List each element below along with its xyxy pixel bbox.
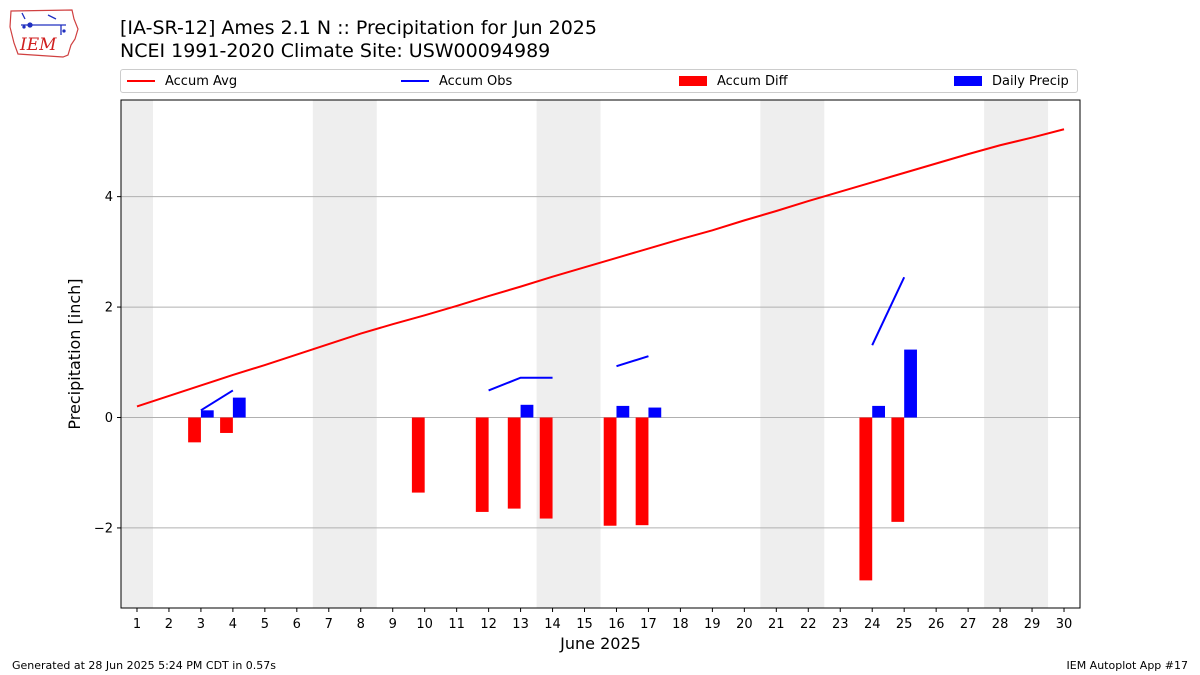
y-tick-label: 0 <box>105 411 113 426</box>
chart-subtitle: NCEI 1991-2020 Climate Site: USW00094989 <box>120 40 551 62</box>
x-tick-label: 11 <box>448 617 465 632</box>
x-tick-label: 15 <box>576 617 593 632</box>
x-tick-label: 9 <box>389 617 397 632</box>
daily-precip-bar-13 <box>520 404 534 418</box>
weekend-shading <box>121 100 1049 608</box>
daily-precip-bar-17 <box>648 407 662 418</box>
accum-obs-line-segment-1 <box>488 376 553 392</box>
accum-diff-bar-3 <box>188 417 201 443</box>
y-axis-label: Precipitation [inch] <box>65 278 84 429</box>
x-tick-label: 29 <box>1024 617 1041 632</box>
x-tick-label: 30 <box>1056 617 1073 632</box>
logo-text: IEM <box>19 35 57 55</box>
accum-diff-bar-16 <box>603 417 617 526</box>
x-tick-label: 3 <box>197 617 205 632</box>
x-tick-label: 22 <box>800 617 817 632</box>
plot-frame <box>120 99 1081 609</box>
accum-diff-bar-25 <box>891 417 905 522</box>
y-tick-label: 4 <box>105 190 113 205</box>
y-tick-label: 2 <box>105 301 113 316</box>
x-tick-label: 6 <box>293 617 301 632</box>
x-tick-label: 14 <box>544 617 561 632</box>
generated-timestamp: Generated at 28 Jun 2025 5:24 PM CDT in … <box>12 659 277 672</box>
x-tick-label: 16 <box>608 617 625 632</box>
legend-label-accum-diff: Accum Diff <box>717 74 788 89</box>
daily-precip-bar-4 <box>232 397 246 418</box>
y-tick-label: −2 <box>94 521 113 536</box>
x-tick-label: 8 <box>357 617 365 632</box>
weekend-band-4 <box>984 100 1049 608</box>
chart-title: [IA-SR-12] Ames 2.1 N :: Precipitation f… <box>120 17 597 39</box>
accum-obs-line-segment-3 <box>871 276 906 346</box>
x-axis: 1 2 3 4 5 6 7 8 9 10 11 12 13 14 15 16 17 18 19 20 21 22 23 24 2… <box>133 608 1072 632</box>
legend-item-accum-avg: Accum Avg <box>127 73 237 91</box>
daily-precip-bar-16 <box>616 405 630 418</box>
legend-item-accum-diff: Accum Diff <box>679 73 788 91</box>
weekend-band-0 <box>121 100 153 608</box>
x-tick-label: 7 <box>325 617 333 632</box>
daily-precip-bar-25 <box>904 349 917 418</box>
accum-diff-bar-24 <box>859 417 873 581</box>
x-tick-label: 4 <box>229 617 237 632</box>
y-gridlines <box>121 196 1080 529</box>
accum-diff-bar-17 <box>635 417 649 526</box>
line-series <box>136 128 1065 412</box>
x-tick-label: 26 <box>928 617 945 632</box>
legend-item-accum-obs: Accum Obs <box>401 73 512 91</box>
x-tick-label: 21 <box>768 617 785 632</box>
legend-label-accum-avg: Accum Avg <box>165 74 238 89</box>
legend-swatch-accum-obs <box>401 79 429 82</box>
accum-obs-line-segment-0 <box>200 389 234 412</box>
x-tick-label: 10 <box>416 617 433 632</box>
legend-swatch-daily-precip <box>954 75 982 86</box>
weekend-band-3 <box>760 100 825 608</box>
x-tick-label: 27 <box>960 617 977 632</box>
accum-diff-bar-13 <box>507 417 521 509</box>
x-tick-label: 13 <box>512 617 529 632</box>
accum-obs-line-segment-2 <box>616 355 649 368</box>
x-tick-label: 20 <box>736 617 753 632</box>
legend-item-daily-precip: Daily Precip <box>954 73 1069 91</box>
legend-label-daily-precip: Daily Precip <box>992 74 1069 89</box>
x-tick-label: 19 <box>704 617 721 632</box>
x-tick-label: 17 <box>640 617 657 632</box>
weekend-band-1 <box>312 100 377 608</box>
accum-diff-bar-4 <box>220 417 233 433</box>
x-tick-label: 28 <box>992 617 1009 632</box>
x-tick-label: 12 <box>480 617 497 632</box>
weather-station-icon <box>21 12 66 35</box>
accum-avg-line <box>136 128 1065 408</box>
bar-series <box>188 349 917 581</box>
legend-label-accum-obs: Accum Obs <box>439 74 513 89</box>
x-tick-label: 23 <box>832 617 849 632</box>
x-tick-label: 25 <box>896 617 913 632</box>
legend-swatch-accum-diff <box>679 75 707 86</box>
iowa-outline-icon <box>9 9 79 58</box>
daily-precip-bar-3 <box>200 410 214 418</box>
x-tick-label: 18 <box>672 617 689 632</box>
iem-logo: IEM <box>9 9 79 58</box>
app-credit: IEM Autoplot App #17 <box>1066 659 1189 672</box>
x-tick-label: 24 <box>864 617 881 632</box>
x-tick-label: 1 <box>133 617 141 632</box>
accum-diff-bar-10 <box>411 417 425 493</box>
accum-diff-bar-14 <box>539 417 553 519</box>
weekend-band-2 <box>536 100 601 608</box>
x-tick-label: 2 <box>165 617 173 632</box>
x-axis-label: June 2025 <box>559 634 641 653</box>
legend-swatch-accum-avg <box>127 79 155 82</box>
daily-precip-bar-24 <box>872 405 886 418</box>
y-axis: −2 0 2 4 <box>94 190 121 536</box>
x-tick-label: 5 <box>261 617 269 632</box>
accum-diff-bar-12 <box>475 417 489 512</box>
chart-legend: Accum Avg Accum Obs Accum Diff Daily Pre… <box>120 69 1078 93</box>
